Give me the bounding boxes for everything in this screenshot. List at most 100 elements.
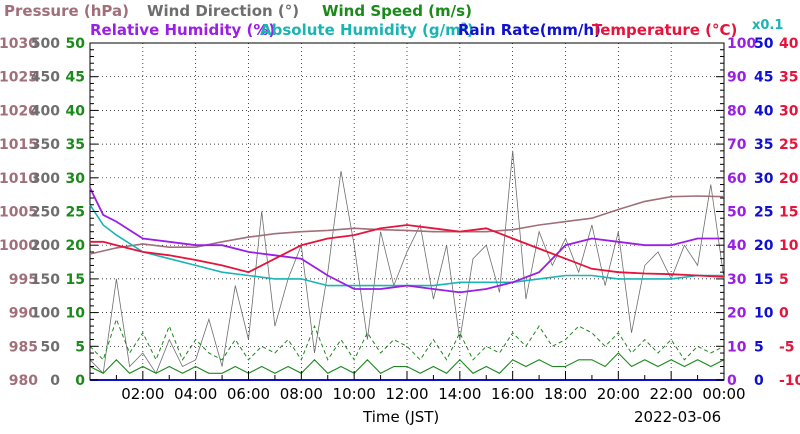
tick-label-rain-rate: 0 bbox=[754, 373, 764, 389]
series-wind-direction-line bbox=[89, 150, 725, 375]
series-wind-speed-line bbox=[89, 352, 725, 374]
legend-rain-rate: Rain Rate(mm/h) bbox=[458, 21, 601, 39]
x-tick-label: 06:00 bbox=[227, 385, 270, 403]
legend-scale-note: x0.1 bbox=[752, 18, 784, 33]
tick-label-temperature: 25 bbox=[779, 137, 798, 153]
tick-label-rain-rate: 15 bbox=[754, 272, 773, 288]
tick-label-wind-speed: 40 bbox=[66, 103, 86, 119]
tick-label-wind-speed: 15 bbox=[66, 272, 85, 288]
tick-label-temperature: -5 bbox=[779, 339, 795, 355]
series-temperature-line bbox=[90, 224, 725, 278]
tick-label-rain-rate: 25 bbox=[754, 205, 773, 221]
x-tick-label: 04:00 bbox=[174, 385, 217, 403]
x-tick-label: 10:00 bbox=[333, 385, 376, 403]
tick-label-rain-rate: 5 bbox=[754, 339, 764, 355]
left-axes-ticks: 9809859909951000100510101015102010251030… bbox=[0, 36, 724, 389]
tick-label-pressure: 1025 bbox=[0, 70, 38, 86]
tick-label-wind-direction: 0 bbox=[50, 373, 60, 389]
tick-label-pressure: 1015 bbox=[0, 137, 38, 153]
tick-label-wind-direction: 50 bbox=[41, 339, 61, 355]
tick-label-relative-humidity: 30 bbox=[727, 272, 747, 288]
tick-label-temperature: 40 bbox=[779, 36, 799, 52]
tick-label-relative-humidity: 90 bbox=[727, 70, 747, 86]
tick-label-wind-direction: 100 bbox=[31, 306, 60, 322]
tick-label-wind-direction: 350 bbox=[31, 137, 60, 153]
tick-label-temperature: 35 bbox=[779, 70, 798, 86]
tick-label-pressure: 990 bbox=[9, 306, 38, 322]
tick-label-wind-speed: 25 bbox=[66, 205, 85, 221]
tick-label-relative-humidity: 40 bbox=[727, 238, 747, 254]
tick-label-pressure: 985 bbox=[9, 339, 38, 355]
series-pressure-line bbox=[89, 195, 725, 255]
tick-label-wind-direction: 500 bbox=[31, 36, 60, 52]
tick-label-rain-rate: 20 bbox=[754, 238, 774, 254]
tick-label-relative-humidity: 100 bbox=[727, 36, 756, 52]
x-tick-label: 18:00 bbox=[544, 385, 587, 403]
x-axis-ticks: 02:00 04:00 06:00 08:00 10:00 12:00 14:00 16:00… bbox=[89, 371, 746, 403]
legend-wind-direction: Wind Direction (°) bbox=[147, 2, 300, 20]
tick-label-pressure: 1030 bbox=[0, 36, 38, 52]
series-relative-humidity-line bbox=[89, 187, 724, 294]
x-tick-label: 20:00 bbox=[597, 385, 640, 403]
tick-label-temperature: 0 bbox=[779, 306, 789, 322]
tick-label-temperature: 20 bbox=[779, 171, 799, 187]
tick-label-temperature: 5 bbox=[779, 272, 789, 288]
tick-label-rain-rate: 30 bbox=[754, 171, 774, 187]
legend-wind-speed: Wind Speed (m/s) bbox=[322, 2, 472, 20]
tick-label-wind-speed: 30 bbox=[66, 171, 86, 187]
tick-label-relative-humidity: 0 bbox=[727, 373, 737, 389]
tick-label-relative-humidity: 20 bbox=[727, 306, 747, 322]
right-axes-ticks: 0102030405060708090100051015202530354045… bbox=[727, 36, 800, 389]
tick-label-relative-humidity: 70 bbox=[727, 137, 747, 153]
tick-label-temperature: -10 bbox=[779, 373, 800, 389]
tick-label-wind-speed: 10 bbox=[66, 306, 86, 322]
tick-label-pressure: 995 bbox=[9, 272, 38, 288]
tick-label-temperature: 30 bbox=[779, 103, 799, 119]
tick-label-wind-speed: 35 bbox=[66, 137, 85, 153]
tick-label-relative-humidity: 60 bbox=[727, 171, 747, 187]
tick-label-pressure: 980 bbox=[9, 373, 38, 389]
tick-label-wind-speed: 20 bbox=[66, 238, 86, 254]
x-tick-label: 16:00 bbox=[491, 385, 534, 403]
x-tick-label: 02:00 bbox=[121, 385, 164, 403]
tick-label-relative-humidity: 10 bbox=[727, 339, 747, 355]
tick-label-relative-humidity: 80 bbox=[727, 103, 747, 119]
tick-label-wind-speed: 5 bbox=[75, 339, 85, 355]
x-axis-label: Time (JST) bbox=[363, 408, 440, 426]
x-tick-label: 14:00 bbox=[438, 385, 481, 403]
grid bbox=[90, 43, 724, 380]
legend-relative-humidity: Relative Humidity (%) bbox=[90, 21, 276, 39]
tick-label-wind-speed: 0 bbox=[75, 373, 85, 389]
x-tick-label: 12:00 bbox=[385, 385, 428, 403]
date-label: 2022-03-06 bbox=[634, 408, 722, 426]
tick-label-wind-direction: 400 bbox=[31, 103, 60, 119]
tick-label-rain-rate: 45 bbox=[754, 70, 773, 86]
legend-pressure: Pressure (hPa) bbox=[4, 2, 129, 20]
series-absolute-humidity-line bbox=[89, 204, 724, 287]
tick-label-rain-rate: 35 bbox=[754, 137, 773, 153]
series-wind-speed-dashed-line bbox=[89, 317, 725, 362]
tick-label-temperature: 10 bbox=[779, 238, 799, 254]
tick-label-wind-direction: 250 bbox=[31, 205, 60, 221]
tick-label-rain-rate: 50 bbox=[754, 36, 774, 52]
legend-absolute-humidity: Absolute Humidity (g/m3) bbox=[260, 21, 474, 39]
tick-label-wind-speed: 50 bbox=[66, 36, 86, 52]
tick-label-wind-direction: 450 bbox=[31, 70, 60, 86]
tick-label-pressure: 1020 bbox=[0, 103, 38, 119]
x-tick-label: 08:00 bbox=[280, 385, 323, 403]
tick-label-wind-speed: 45 bbox=[66, 70, 85, 86]
x-tick-label: 00:00 bbox=[702, 385, 745, 403]
tick-label-rain-rate: 10 bbox=[754, 306, 774, 322]
tick-label-wind-direction: 200 bbox=[31, 238, 60, 254]
tick-label-pressure: 1005 bbox=[0, 205, 38, 221]
tick-label-wind-direction: 300 bbox=[31, 171, 60, 187]
tick-label-relative-humidity: 50 bbox=[727, 205, 747, 221]
tick-label-rain-rate: 40 bbox=[754, 103, 774, 119]
legend-temperature: Temperature (°C) bbox=[592, 21, 738, 39]
tick-label-pressure: 1010 bbox=[0, 171, 38, 187]
tick-label-pressure: 1000 bbox=[0, 238, 38, 254]
x-tick-label: 22:00 bbox=[650, 385, 693, 403]
tick-label-temperature: 15 bbox=[779, 205, 798, 221]
tick-label-wind-direction: 150 bbox=[31, 272, 60, 288]
